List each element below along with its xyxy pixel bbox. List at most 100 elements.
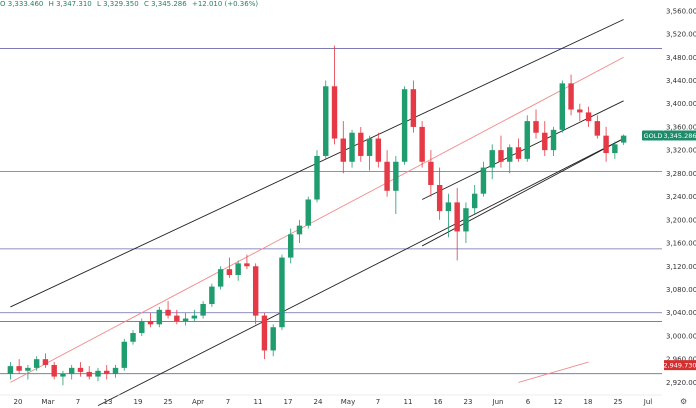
time-tick-label: Jun	[492, 398, 504, 406]
candle	[314, 150, 320, 203]
candle-body	[358, 132, 364, 156]
candle-body	[542, 132, 548, 151]
candle-body	[261, 315, 268, 351]
candle-body	[577, 109, 583, 113]
candle	[393, 155, 399, 215]
time-tick-label: 12	[554, 398, 563, 406]
candle	[436, 167, 443, 220]
candle-body	[471, 193, 478, 209]
candle-body	[279, 257, 285, 328]
candle	[261, 312, 268, 360]
candle	[550, 126, 557, 156]
candle	[226, 257, 233, 278]
ohlc-change: +12.010 (+0.36%)	[191, 0, 259, 8]
candle-body	[182, 318, 189, 322]
candle	[279, 254, 285, 331]
time-tick-label: 18	[584, 398, 593, 406]
candle-body	[16, 366, 22, 371]
candle-body	[7, 366, 14, 374]
candle-body	[480, 167, 487, 194]
ohlc-low: L 3,329.350	[96, 0, 139, 8]
candle	[270, 324, 276, 357]
candle-body	[585, 112, 592, 122]
candle-body	[375, 138, 382, 162]
candle-body	[25, 367, 31, 371]
candle-body	[401, 89, 408, 162]
price-tick-label: 3,280.000	[666, 170, 696, 178]
candle	[594, 115, 601, 139]
candle-body	[235, 263, 241, 275]
candle-body	[226, 269, 233, 275]
candle	[559, 80, 566, 133]
candle	[568, 74, 574, 116]
candle-body	[33, 359, 40, 368]
candle	[60, 370, 66, 386]
trend-line-mid[interactable]	[10, 56, 624, 383]
candle	[463, 202, 469, 244]
candle-body	[349, 132, 355, 162]
time-axis[interactable]: 20 Mar 7 13 19 25 Apr 7 11 17 24 May 7 11 16 23 Jun 6 12 18…	[0, 394, 662, 406]
ohlc-close: C 3,345.286	[143, 0, 187, 8]
candle-body	[603, 135, 609, 154]
candle	[51, 362, 57, 380]
candle	[16, 359, 22, 374]
candle	[33, 356, 40, 371]
candle	[95, 367, 101, 382]
candle	[68, 364, 75, 380]
candle-body	[252, 266, 259, 316]
settings-gear-icon[interactable]: ⚙	[680, 397, 687, 406]
trend-line-lower[interactable]	[97, 138, 624, 407]
candle-body	[121, 341, 127, 368]
candle	[156, 306, 163, 328]
candle	[191, 309, 198, 322]
trend-line-inner-top[interactable]	[421, 100, 624, 200]
badge-symbol: GOLD	[644, 132, 663, 140]
candle	[244, 254, 250, 270]
candle	[86, 366, 92, 380]
trend-line-inner-bottom[interactable]	[421, 138, 624, 247]
candle	[498, 135, 504, 168]
price-tick-label: 3,200.000	[666, 216, 696, 224]
low-price-badge: 2,949.730	[663, 360, 696, 371]
candle	[331, 45, 338, 145]
candle-body	[112, 367, 119, 374]
candle-body	[217, 269, 224, 287]
candle-body	[209, 286, 215, 305]
candle-body	[77, 367, 84, 372]
candle	[235, 260, 241, 281]
candle	[515, 138, 522, 162]
candle-body	[305, 199, 311, 226]
candle-body	[594, 121, 601, 136]
candle-body	[130, 333, 136, 342]
candle	[165, 301, 171, 319]
candle-body	[568, 83, 574, 110]
candle-body	[410, 89, 417, 127]
time-tick-label: 25	[164, 398, 173, 406]
badge-price: 3,345.286	[663, 132, 696, 140]
trend-line-short[interactable]	[518, 361, 589, 383]
candle	[288, 228, 294, 264]
candle	[533, 109, 539, 139]
candle	[489, 144, 495, 180]
candle	[340, 121, 346, 174]
ohlc-open: O 3,333.460	[0, 0, 44, 8]
price-axis[interactable]: 3,560.000 3,520.000 3,480.000 3,440.000 3,40…	[666, 7, 696, 387]
current-price-badge: GOLD 3,345.286	[642, 130, 696, 141]
candle-body	[165, 309, 171, 316]
candle	[130, 330, 136, 345]
candle	[620, 134, 627, 145]
time-tick-label: 13	[104, 398, 113, 406]
candle-body	[489, 150, 495, 168]
candle	[410, 80, 417, 133]
candle-body	[314, 155, 320, 200]
time-tick-label: Apr	[192, 398, 204, 406]
price-tick-label: 3,080.000	[666, 286, 696, 294]
candle-body	[51, 364, 57, 377]
candle-body	[533, 121, 539, 133]
candle-body	[244, 263, 250, 267]
candle	[25, 364, 31, 380]
price-tick-label: 2,960.000	[666, 356, 696, 364]
candle-body	[498, 150, 504, 162]
candle	[419, 121, 425, 168]
